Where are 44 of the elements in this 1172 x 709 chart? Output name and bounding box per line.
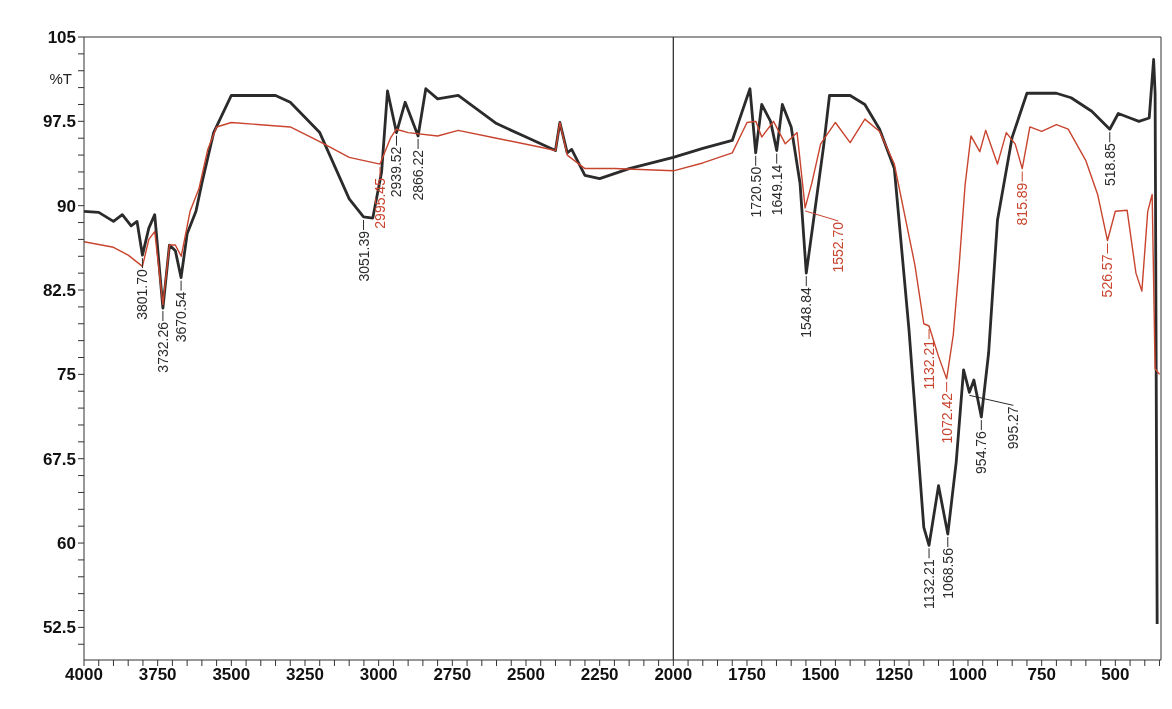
x-tick-label: 2500	[507, 665, 545, 685]
x-tick-label: 3000	[359, 665, 398, 685]
annotation: 1068.56	[939, 547, 956, 599]
y-tick-label: 82.5	[42, 281, 76, 301]
annotation: 815.89	[1014, 182, 1031, 226]
y-tick-label: 52.5	[42, 618, 76, 638]
y-tick-label: 90	[57, 196, 76, 216]
annotation: 1720.50	[747, 166, 764, 218]
y-tick-label: 97.5	[42, 112, 76, 132]
annotation: 1132.21	[921, 559, 938, 609]
annotation: 518.85	[1101, 143, 1118, 187]
x-tick-label: 500	[1101, 665, 1130, 685]
x-tick-label: 1750	[728, 665, 766, 685]
x-tick-label: 3500	[212, 665, 251, 685]
annotation: 3801.70	[134, 268, 151, 320]
annotation: 3051.39	[355, 230, 372, 282]
x-tick-label: 3750	[138, 665, 177, 685]
x-tick-label: 2000	[654, 665, 693, 685]
x-tick-label: 1500	[801, 665, 840, 685]
y-tick-label: 67.5	[42, 449, 76, 469]
y-axis-title: %T	[49, 69, 72, 87]
annotation: 1552.70	[830, 221, 847, 273]
annotation: 1072.42	[938, 392, 955, 444]
annotation: 2866.22	[410, 149, 427, 201]
x-tick-label: 2750	[433, 665, 472, 685]
annotation: 1649.14	[768, 164, 785, 216]
x-tick-label: 750	[1027, 665, 1056, 685]
y-tick-label: 75	[57, 365, 76, 385]
x-tick-label: 2250	[580, 665, 619, 685]
annotation: 995.27	[1005, 406, 1022, 450]
y-tick-label: 60	[57, 534, 76, 554]
annotation: 954.76	[973, 430, 990, 474]
x-tick-label: 1250	[875, 665, 914, 685]
annotation: 2939.52	[388, 146, 405, 198]
x-tick-label: 4000	[65, 665, 103, 685]
annotation: 526.57	[1099, 254, 1116, 298]
x-tick-label: 3250	[286, 665, 324, 685]
annotation: 1132.21	[921, 339, 938, 390]
annotation: 1548.84	[798, 286, 815, 338]
x-tick-label: 1000	[949, 665, 987, 685]
y-tick-label: 105	[47, 28, 76, 48]
annotation: 3670.54	[173, 291, 190, 343]
annotation: 3732.26	[154, 321, 171, 373]
annotation: 2995.45	[372, 177, 389, 229]
